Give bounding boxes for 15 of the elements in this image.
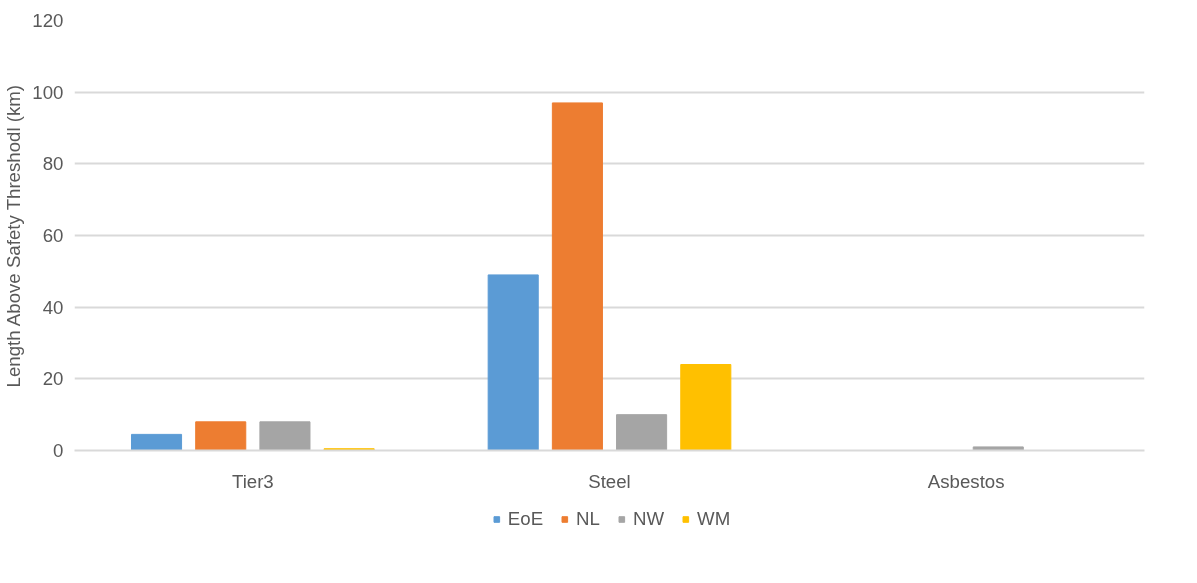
legend-label: WM [697,508,731,530]
y-tick-label: 120 [32,10,64,31]
y-axis-title: Length Above Safety Threshodl (km) [3,84,25,388]
y-tick-label: 100 [32,81,64,103]
x-tick-label: Asbestos [927,470,1005,492]
y-tick-label: 20 [42,368,64,390]
y-tick-label: 60 [42,225,64,246]
y-tick-label: 40 [42,296,64,318]
legend-label: NW [632,508,665,530]
y-tick-label: 0 [53,440,64,461]
x-tick-label: Steel [588,470,631,492]
y-tick-label: 80 [42,153,64,175]
legend-label: NL [576,508,600,530]
x-tick-label: Tier3 [231,470,274,492]
legend-label: EoE [507,508,544,530]
